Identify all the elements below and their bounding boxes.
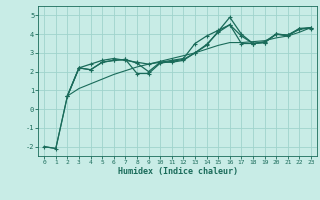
X-axis label: Humidex (Indice chaleur): Humidex (Indice chaleur) [118,167,238,176]
